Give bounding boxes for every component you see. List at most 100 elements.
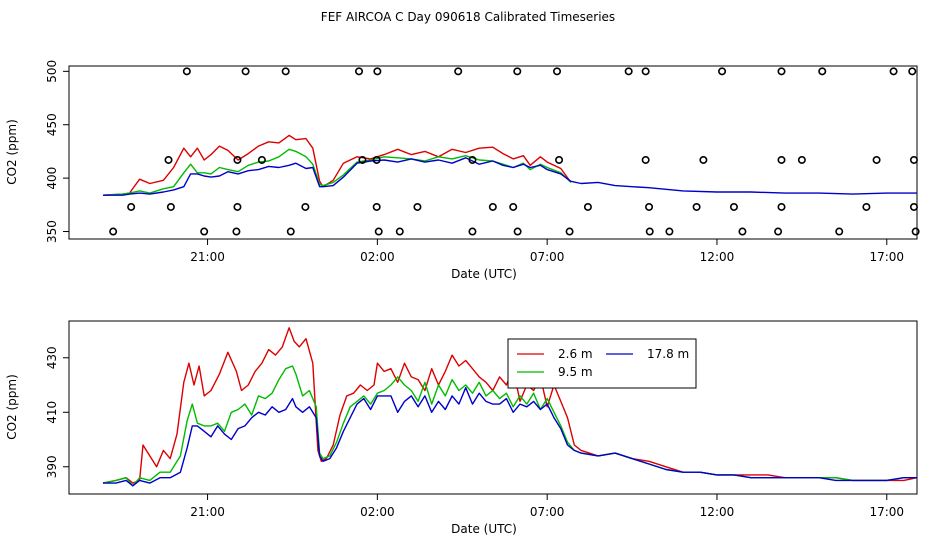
bottom-x-axis-label: Date (UTC) — [451, 522, 517, 536]
bottom-x-tick-label: 02:00 — [360, 505, 395, 519]
marker-circle — [645, 202, 654, 211]
marker-circle — [372, 155, 381, 164]
bottom-series-red — [102, 327, 918, 484]
marker-circle — [488, 202, 497, 211]
marker-circle — [372, 202, 381, 211]
marker-circle — [729, 202, 738, 211]
bottom-y-tick-label: 430 — [45, 346, 59, 369]
marker-circle — [413, 202, 422, 211]
marker-circle — [454, 67, 463, 76]
marker-circle — [127, 202, 136, 211]
top-y-axis-label: CO2 (ppm) — [5, 119, 19, 185]
legend: 2.6 m 17.8 m 9.5 m — [507, 338, 697, 389]
top-y-tick-label: 500 — [45, 60, 59, 83]
legend-label-17-8m: 17.8 m — [647, 347, 689, 361]
bottom-plot-area — [102, 327, 918, 487]
marker-circle — [624, 67, 633, 76]
marker-circle — [738, 227, 747, 236]
top-x-tick-label: 21:00 — [190, 250, 225, 264]
marker-circle — [565, 227, 574, 236]
top-x-tick-label: 02:00 — [360, 250, 395, 264]
top-series-blue — [103, 157, 917, 196]
marker-circle — [872, 155, 881, 164]
top-x-tick-label: 17:00 — [869, 250, 904, 264]
marker-circle — [641, 155, 650, 164]
marker-circle — [513, 67, 522, 76]
marker-circle — [797, 155, 806, 164]
marker-circle — [911, 227, 920, 236]
marker-circle — [909, 155, 918, 164]
marker-circle — [301, 202, 310, 211]
marker-circle — [166, 202, 175, 211]
bottom-y-axis-label: CO2 (ppm) — [5, 374, 19, 440]
marker-circle — [373, 67, 382, 76]
marker-circle — [777, 155, 786, 164]
top-y-tick-label: 400 — [45, 167, 59, 190]
bottom-y-axis: 390 410 430 — [45, 346, 69, 478]
top-x-axis: 21:00 02:00 07:00 12:00 17:00 — [190, 239, 904, 264]
bottom-panel: 21:00 02:00 07:00 12:00 17:00 390 410 430 Date… — [5, 320, 918, 536]
legend-label-9-5m: 9.5 m — [558, 365, 593, 379]
top-y-axis: 350 400 450 500 — [45, 60, 69, 243]
marker-circle — [200, 227, 209, 236]
marker-circle — [468, 155, 477, 164]
marker-circle — [692, 202, 701, 211]
marker-circle — [374, 227, 383, 236]
bottom-x-axis: 21:00 02:00 07:00 12:00 17:00 — [190, 494, 904, 519]
top-plot-frame — [68, 65, 918, 240]
top-x-axis-label: Date (UTC) — [451, 267, 517, 281]
marker-circle — [908, 67, 917, 76]
marker-circle — [257, 155, 266, 164]
bottom-plot-frame — [68, 320, 918, 495]
marker-circle — [555, 155, 564, 164]
marker-circle — [889, 67, 898, 76]
marker-circle — [862, 202, 871, 211]
marker-circle — [553, 67, 562, 76]
marker-circle — [777, 202, 786, 211]
marker-circle — [109, 227, 118, 236]
marker-circle — [281, 67, 290, 76]
legend-box — [507, 338, 697, 389]
marker-circle — [818, 67, 827, 76]
top-plot-area — [102, 67, 920, 236]
marker-circle — [164, 155, 173, 164]
marker-circle — [699, 155, 708, 164]
marker-circle — [233, 155, 242, 164]
bottom-x-tick-label: 21:00 — [190, 505, 225, 519]
marker-circle — [645, 227, 654, 236]
marker-circle — [513, 227, 522, 236]
figure-title: FEF AIRCOA C Day 090618 Calibrated Times… — [321, 10, 615, 24]
top-x-tick-label: 07:00 — [530, 250, 565, 264]
bottom-x-tick-label: 12:00 — [700, 505, 735, 519]
marker-circle — [509, 202, 518, 211]
marker-circle — [358, 155, 367, 164]
marker-circle — [241, 67, 250, 76]
marker-circle — [909, 202, 918, 211]
bottom-x-tick-label: 07:00 — [530, 505, 565, 519]
top-series-green — [102, 148, 572, 196]
marker-circle — [233, 202, 242, 211]
bottom-series-blue — [103, 387, 917, 487]
top-panel: 21:00 02:00 07:00 12:00 17:00 350 400 450 500 D… — [5, 60, 920, 281]
marker-circle — [232, 227, 241, 236]
legend-label-2-6m: 2.6 m — [558, 347, 593, 361]
marker-circle — [835, 227, 844, 236]
top-y-tick-label: 350 — [45, 220, 59, 243]
bottom-y-tick-label: 390 — [45, 455, 59, 478]
top-series-red — [102, 134, 572, 196]
top-y-tick-label: 450 — [45, 113, 59, 136]
marker-circle — [286, 227, 295, 236]
marker-circle — [774, 227, 783, 236]
marker-circle — [665, 227, 674, 236]
bottom-y-tick-label: 410 — [45, 401, 59, 424]
marker-circle — [182, 67, 191, 76]
marker-circle — [395, 227, 404, 236]
marker-circle — [718, 67, 727, 76]
marker-circle — [777, 67, 786, 76]
bottom-x-tick-label: 17:00 — [869, 505, 904, 519]
marker-circle — [641, 67, 650, 76]
marker-circle — [583, 202, 592, 211]
top-x-tick-label: 12:00 — [700, 250, 735, 264]
marker-circle — [468, 227, 477, 236]
